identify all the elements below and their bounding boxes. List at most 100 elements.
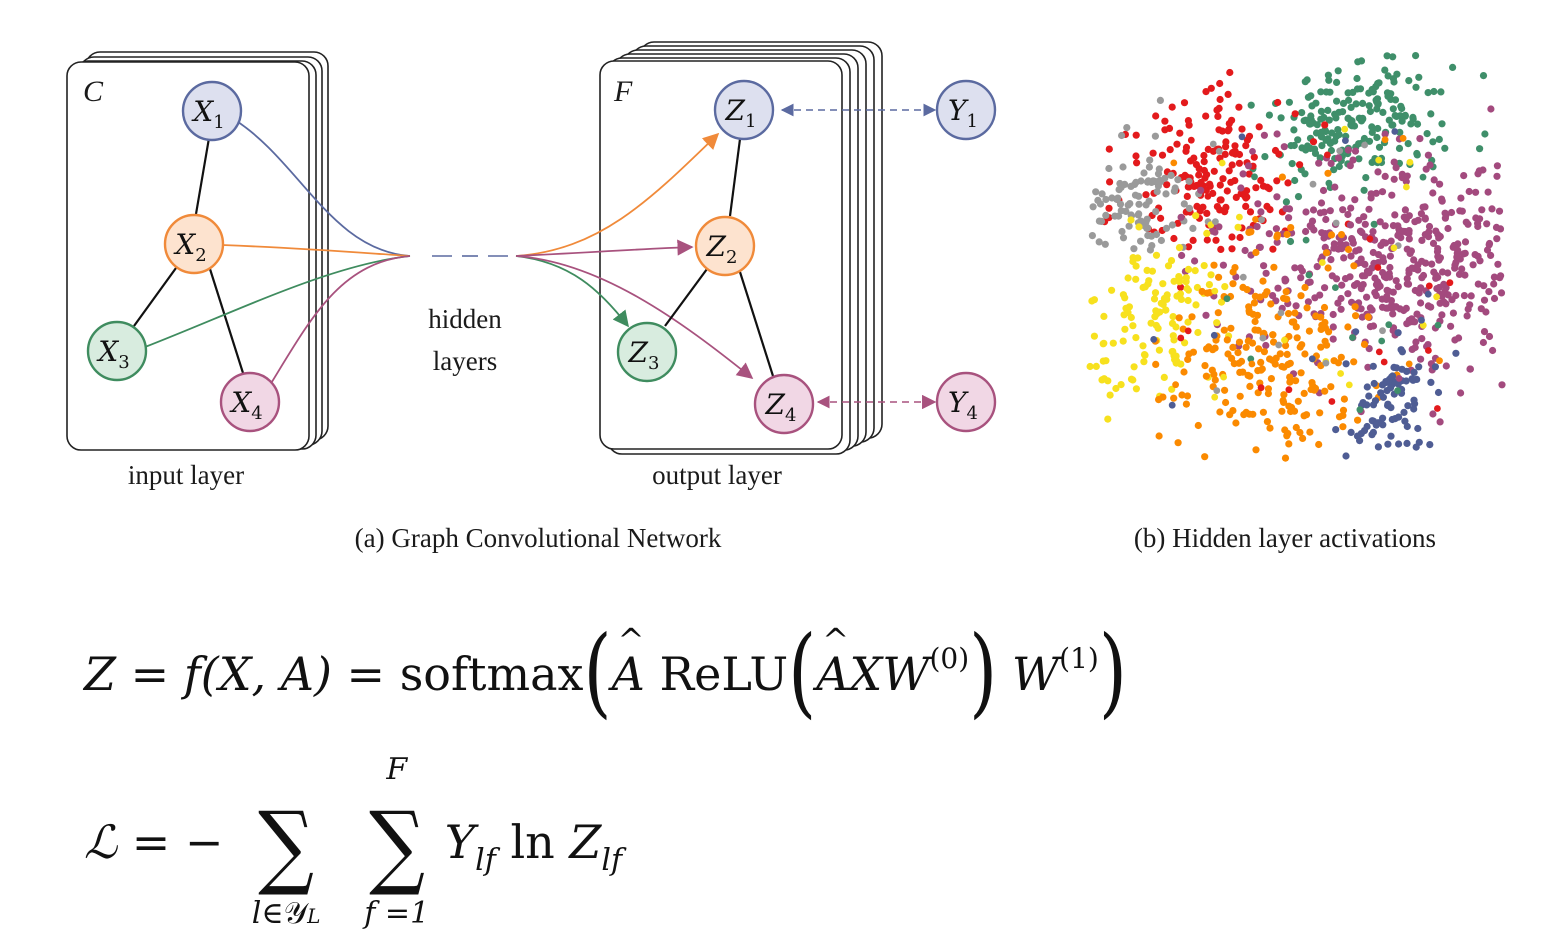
activation-point-purple xyxy=(1337,305,1345,313)
eq2-z: Z xyxy=(569,815,602,869)
activation-point-orange xyxy=(1340,395,1348,403)
activation-point-red xyxy=(1221,150,1229,158)
activation-point-yellow xyxy=(1168,385,1176,393)
activation-point-orange xyxy=(1234,349,1242,357)
activation-point-green xyxy=(1305,271,1313,279)
activation-point-yellow xyxy=(1406,158,1414,166)
activation-point-purple xyxy=(1438,197,1446,205)
activation-point-orange xyxy=(1339,423,1347,431)
activation-point-gray xyxy=(1126,200,1134,208)
activation-point-orange xyxy=(1229,268,1237,276)
activation-point-purple xyxy=(1382,304,1390,312)
activation-point-yellow xyxy=(1112,384,1120,393)
activation-point-purple xyxy=(1389,310,1397,318)
activation-point-red xyxy=(1425,347,1432,354)
activation-point-gray xyxy=(1127,182,1135,190)
activation-point-red xyxy=(1168,103,1176,111)
activation-point-orange xyxy=(1223,336,1231,344)
activation-point-purple xyxy=(1273,238,1281,246)
activation-point-gray xyxy=(1156,96,1164,104)
activation-point-purple xyxy=(1403,320,1411,328)
activation-point-yellow xyxy=(1092,362,1100,370)
activation-point-orange xyxy=(1292,423,1300,432)
node-z1: Z1 xyxy=(713,79,775,141)
activation-point-yellow xyxy=(1341,125,1349,133)
activation-point-purple xyxy=(1418,274,1426,282)
activation-point-green xyxy=(1384,72,1392,80)
activation-point-green xyxy=(1304,93,1312,101)
activation-point-yellow xyxy=(1176,274,1184,282)
activation-point-red xyxy=(1321,121,1329,129)
activation-point-purple xyxy=(1326,207,1334,215)
activation-point-yellow xyxy=(1135,223,1143,231)
activation-point-yellow xyxy=(1234,223,1242,231)
activation-point-red xyxy=(1202,88,1210,96)
activation-point-blue xyxy=(1410,368,1418,376)
activation-point-green xyxy=(1291,176,1299,185)
activation-point-red xyxy=(1142,191,1150,199)
caption-b: (b) Hidden layer activations xyxy=(1134,523,1436,553)
activation-point-purple xyxy=(1489,346,1497,355)
activation-point-yellow xyxy=(1109,339,1117,347)
output-graph-edges xyxy=(664,138,775,377)
activation-point-red xyxy=(1228,245,1236,253)
activation-point-purple xyxy=(1378,188,1387,196)
activation-point-purple xyxy=(1464,305,1472,313)
activation-point-orange xyxy=(1239,368,1247,376)
activation-point-red xyxy=(1173,140,1181,148)
activation-point-red xyxy=(1231,142,1239,150)
activation-point-gray xyxy=(1213,387,1221,394)
activation-point-orange xyxy=(1229,343,1237,351)
activation-point-purple xyxy=(1434,245,1442,253)
activation-point-purple xyxy=(1417,284,1425,292)
activation-point-orange xyxy=(1257,358,1265,366)
activation-point-orange xyxy=(1180,368,1188,376)
activation-point-green xyxy=(1352,100,1360,108)
activation-point-purple xyxy=(1422,165,1430,173)
activation-point-yellow xyxy=(1154,324,1162,332)
activation-point-green xyxy=(1301,170,1309,178)
eq1-softmax: softmax xyxy=(399,647,584,701)
activation-point-red xyxy=(1284,179,1292,187)
activation-point-purple xyxy=(1297,274,1305,282)
activation-point-purple xyxy=(1374,168,1382,176)
activation-point-orange xyxy=(1236,392,1244,400)
activation-point-purple xyxy=(1332,275,1341,283)
activation-point-green xyxy=(1375,79,1383,87)
eq1-w0-sup: (0) xyxy=(929,642,970,675)
activation-point-yellow xyxy=(1121,325,1129,333)
activation-point-red xyxy=(1446,279,1454,287)
activation-point-yellow xyxy=(1193,283,1201,292)
eq1-paren-open-outer: ( xyxy=(583,614,612,728)
activation-point-green xyxy=(1381,66,1389,74)
activation-point-yellow xyxy=(1390,244,1398,252)
activation-point-purple xyxy=(1448,296,1456,304)
activation-point-gray xyxy=(1144,178,1152,186)
activation-point-purple xyxy=(1273,193,1281,201)
activation-point-red xyxy=(1132,131,1140,139)
activation-point-purple xyxy=(1260,262,1268,270)
activation-point-blue xyxy=(1394,380,1402,388)
activation-point-purple xyxy=(1419,203,1427,211)
activation-point-purple xyxy=(1197,186,1205,194)
activation-point-green xyxy=(1368,85,1376,94)
activation-point-gray xyxy=(1309,180,1317,188)
activation-point-orange xyxy=(1216,408,1224,416)
activation-point-purple xyxy=(1388,191,1396,199)
activation-point-green xyxy=(1303,76,1311,84)
activation-point-gray xyxy=(1277,309,1285,317)
activation-point-yellow xyxy=(1121,294,1129,302)
activation-point-gray xyxy=(1123,124,1131,132)
eq1-paren-close-outer: ) xyxy=(1098,614,1127,728)
activation-point-red xyxy=(1213,106,1221,114)
activation-point-yellow xyxy=(1207,271,1215,279)
activation-point-green xyxy=(1355,155,1363,163)
activation-point-blue xyxy=(1342,137,1349,145)
activation-point-yellow xyxy=(1218,159,1226,167)
activation-point-yellow xyxy=(1106,391,1114,399)
activation-point-purple xyxy=(1417,355,1425,363)
activation-point-purple xyxy=(1249,148,1256,155)
activation-point-gray xyxy=(1142,218,1150,226)
activation-point-purple xyxy=(1490,294,1499,303)
activation-point-green xyxy=(1412,52,1420,60)
